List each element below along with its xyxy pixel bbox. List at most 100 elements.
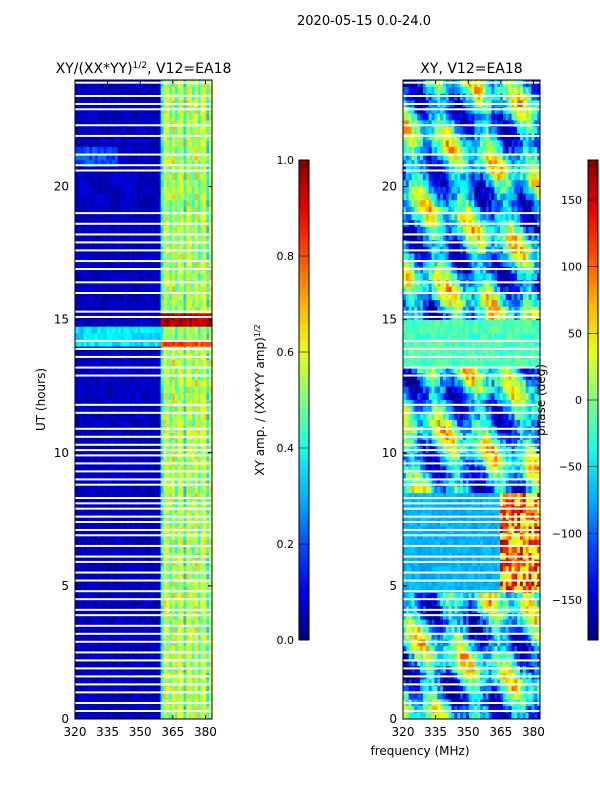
heatmap-cell xyxy=(203,226,207,234)
heatmap-cell xyxy=(203,153,207,161)
flagged-row xyxy=(75,134,212,137)
heatmap-cell xyxy=(137,486,142,494)
heatmap-cell xyxy=(146,206,150,214)
heatmap-cell xyxy=(169,273,173,281)
heatmap-cell xyxy=(132,419,136,427)
heatmap-cell xyxy=(77,366,82,374)
heatmap-cell xyxy=(166,193,170,201)
heatmap-cell xyxy=(157,332,162,340)
heatmap-cell xyxy=(97,153,102,161)
heatmap-cell xyxy=(154,545,159,553)
heatmap-cell xyxy=(77,153,82,161)
heatmap-cell xyxy=(445,679,450,687)
heatmap-cell xyxy=(89,572,93,580)
heatmap-cell xyxy=(126,186,130,194)
heatmap-cell xyxy=(114,392,119,400)
heatmap-cell xyxy=(86,253,90,261)
heatmap-cell xyxy=(129,213,133,221)
heatmap-cell xyxy=(511,692,515,700)
heatmap-cell xyxy=(149,226,153,234)
flagged-row xyxy=(75,571,212,574)
heatmap-cell xyxy=(154,632,159,640)
heatmap-cell xyxy=(137,366,142,374)
heatmap-cell xyxy=(209,692,213,700)
heatmap-cell xyxy=(146,679,150,687)
heatmap-cell xyxy=(129,146,133,154)
heatmap-cell xyxy=(177,359,181,367)
heatmap-cell xyxy=(86,399,90,407)
heatmap-cell xyxy=(134,545,139,553)
heatmap-cell xyxy=(180,359,184,367)
heatmap-cell xyxy=(180,179,184,187)
heatmap-cell xyxy=(137,545,142,553)
heatmap-cell xyxy=(169,712,173,720)
heatmap-cell xyxy=(194,579,199,587)
heatmap-cell xyxy=(180,599,184,607)
heatmap-cell xyxy=(194,199,199,207)
heatmap-cell xyxy=(154,319,159,327)
heatmap-cell xyxy=(154,233,159,241)
heatmap-cell xyxy=(192,545,196,553)
heatmap-cell xyxy=(114,579,119,587)
heatmap-cell xyxy=(86,126,90,134)
heatmap-cell xyxy=(172,659,176,667)
flagged-row xyxy=(75,702,212,705)
flagged-row xyxy=(75,710,212,713)
heatmap-cell xyxy=(192,472,196,480)
heatmap-cell xyxy=(186,299,190,307)
heatmap-cell xyxy=(189,126,193,134)
heatmap-cell xyxy=(203,545,207,553)
heatmap-cell xyxy=(75,213,79,221)
heatmap-cell xyxy=(186,179,190,187)
heatmap-cell xyxy=(132,259,136,267)
heatmap-cell xyxy=(106,199,110,207)
heatmap-cell xyxy=(194,406,199,414)
heatmap-cell xyxy=(186,113,190,121)
heatmap-cell xyxy=(94,625,99,633)
heatmap-cell xyxy=(140,159,144,167)
heatmap-cell xyxy=(180,286,184,294)
heatmap-cell xyxy=(112,585,116,593)
heatmap-cell xyxy=(114,326,119,334)
heatmap-cell xyxy=(200,545,204,553)
heatmap-cell xyxy=(149,119,153,127)
heatmap-cell xyxy=(465,685,470,693)
heatmap-cell xyxy=(75,226,79,234)
heatmap-cell xyxy=(80,585,84,593)
heatmap-cell xyxy=(75,599,79,607)
heatmap-cell xyxy=(437,679,441,687)
heatmap-cell xyxy=(146,339,150,347)
heatmap-cell xyxy=(109,685,113,693)
heatmap-cell xyxy=(143,119,147,127)
heatmap-cell xyxy=(200,412,204,420)
heatmap-cell xyxy=(172,406,176,414)
heatmap-cell xyxy=(157,146,162,154)
heatmap-cell xyxy=(129,326,133,334)
heatmap-cell xyxy=(117,126,122,134)
heatmap-cell xyxy=(194,139,199,147)
heatmap-cell xyxy=(183,126,187,134)
heatmap-cell xyxy=(169,466,173,474)
heatmap-cell xyxy=(132,599,136,607)
heatmap-cell xyxy=(86,545,90,553)
heatmap-cell xyxy=(186,126,190,134)
heatmap-cell xyxy=(83,539,87,547)
heatmap-cell xyxy=(197,326,201,334)
heatmap-cell xyxy=(445,705,450,713)
heatmap-cell xyxy=(411,685,415,693)
heatmap-cell xyxy=(425,679,430,687)
heatmap-cell xyxy=(112,159,116,167)
heatmap-cell xyxy=(77,253,82,261)
heatmap-cell xyxy=(180,273,184,281)
heatmap-cell xyxy=(129,159,133,167)
heatmap-cell xyxy=(117,625,122,633)
heatmap-cell xyxy=(166,492,170,500)
heatmap-cell xyxy=(123,179,127,187)
heatmap-cell xyxy=(534,685,538,693)
heatmap-cell xyxy=(89,486,93,494)
heatmap-cell xyxy=(462,679,467,687)
heatmap-cell xyxy=(146,619,150,627)
heatmap-cell xyxy=(417,712,421,720)
heatmap-cell xyxy=(114,332,119,340)
heatmap-cell xyxy=(80,419,84,427)
